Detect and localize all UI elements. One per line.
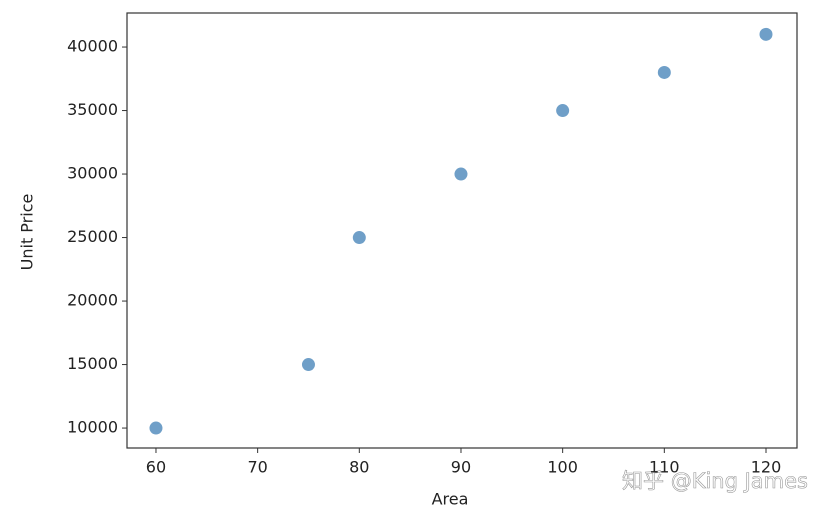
point xyxy=(759,27,773,41)
x-tick-label: 90 xyxy=(451,458,471,477)
y-axis-label: Unit Price xyxy=(18,194,37,271)
y-tick-label: 40000 xyxy=(67,37,118,56)
watermark: 知乎 @King James xyxy=(622,469,808,493)
y-tick-label: 20000 xyxy=(67,291,118,310)
x-axis-label: Area xyxy=(432,490,469,509)
y-tick-label: 25000 xyxy=(67,227,118,246)
y-tick-label: 15000 xyxy=(67,354,118,373)
y-tick-label: 10000 xyxy=(67,418,118,437)
point xyxy=(556,104,570,118)
x-tick-label: 60 xyxy=(146,458,166,477)
x-tick-label: 70 xyxy=(247,458,267,477)
point xyxy=(149,421,163,435)
point xyxy=(301,358,315,372)
x-tick-label: 80 xyxy=(349,458,369,477)
x-tick-label: 120 xyxy=(751,458,782,477)
point xyxy=(454,167,468,181)
plot-frame xyxy=(126,12,798,449)
x-tick-label: 100 xyxy=(547,458,578,477)
y-tick-label: 30000 xyxy=(67,164,118,183)
x-tick-label: 110 xyxy=(649,458,680,477)
point xyxy=(657,65,671,79)
y-tick-label: 35000 xyxy=(67,100,118,119)
point xyxy=(352,231,366,245)
